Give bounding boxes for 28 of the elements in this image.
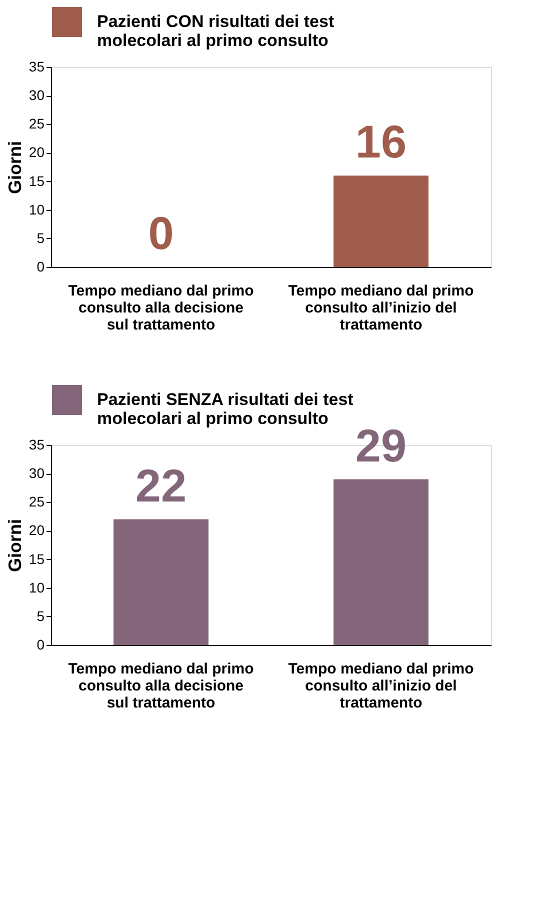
y-tick-label: 30 — [28, 465, 45, 482]
y-tick-label: 25 — [28, 116, 45, 132]
legend-label: Pazienti SENZA risultati dei test molecolari al primo consulto — [97, 390, 354, 428]
y-axis-title: Giorni — [4, 519, 25, 572]
x-tick-label: Tempo mediano dal primo consulto alla decisione sul trattamento — [68, 660, 254, 712]
data-label: 29 — [355, 419, 407, 472]
y-tick-label: 10 — [28, 579, 45, 596]
x-tick-label: Tempo mediano dal primo consulto all’inizio del trattamento — [288, 282, 474, 334]
y-tick-label: 35 — [28, 436, 45, 452]
data-label: 22 — [135, 459, 187, 512]
y-tick-label: 0 — [36, 258, 45, 274]
y-tick-label: 20 — [28, 522, 45, 538]
y-axis-title: Giorni — [4, 141, 25, 194]
y-tick-label: 25 — [28, 494, 45, 510]
y-tick-label: 30 — [28, 87, 45, 104]
data-label: 0 — [148, 207, 174, 259]
y-tick-label: 10 — [28, 201, 45, 218]
y-tick-label: 15 — [28, 550, 45, 567]
x-tick-label: Tempo mediano dal primo consulto all’inizio del trattamento — [288, 660, 474, 712]
legend-label: Pazienti CON risultati dei test molecolari al primo consulto — [97, 12, 334, 50]
y-tick-label: 0 — [36, 636, 45, 652]
y-tick-label: 15 — [28, 172, 45, 189]
data-label: 16 — [355, 116, 407, 168]
y-tick-label: 35 — [28, 58, 45, 74]
x-tick-label: Tempo mediano dal primo consulto alla decisione sul trattamento — [68, 282, 254, 334]
y-tick-label: 5 — [36, 230, 45, 246]
y-tick-label: 5 — [36, 608, 45, 624]
y-tick-label: 20 — [28, 144, 45, 160]
